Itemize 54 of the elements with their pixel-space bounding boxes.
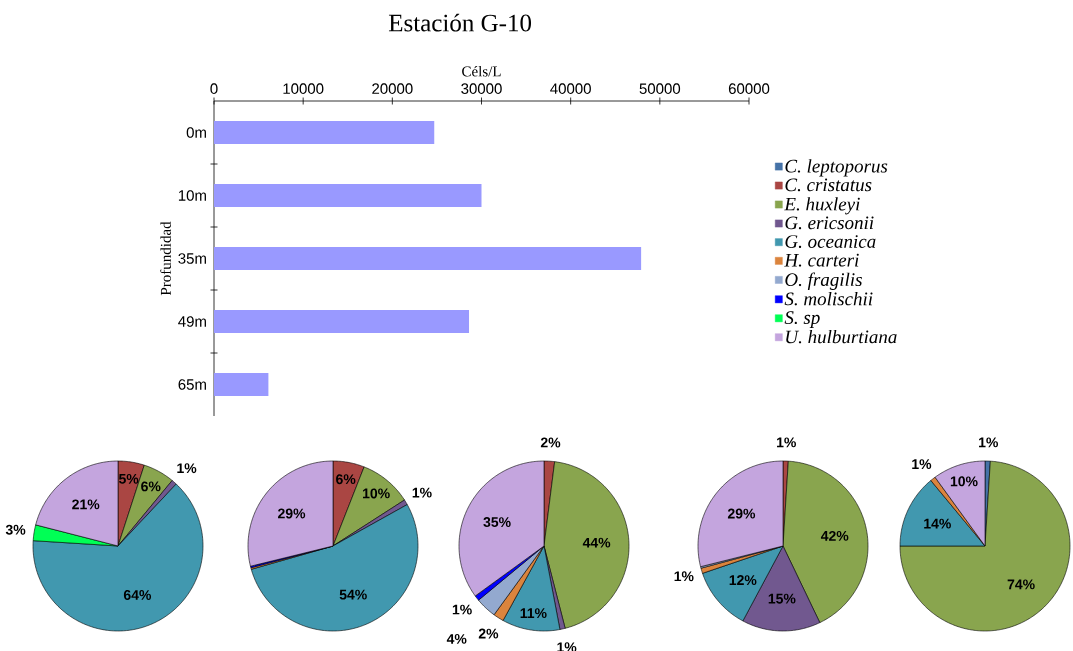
data-label: 5% — [118, 473, 139, 484]
x-axis-title: Céls/L — [462, 65, 501, 77]
data-label: 54% — [339, 589, 367, 600]
y-tick-label: 65m — [178, 379, 206, 390]
y-tick-label: 0m — [186, 127, 206, 138]
y-tick-label: 35m — [178, 253, 206, 264]
y-axis-title: Profundidad — [160, 221, 171, 296]
legend-label: C. cristatus — [785, 178, 872, 192]
legend-label: O. fragilis — [785, 272, 862, 290]
data-label: 1% — [452, 604, 472, 615]
data-label: 29% — [727, 508, 756, 519]
legend-label: S. molischii — [784, 291, 873, 306]
data-label: 3% — [5, 524, 26, 535]
data-label: 15% — [768, 593, 796, 604]
data-label: 64% — [123, 590, 152, 600]
data-label: 10% — [363, 488, 390, 499]
data-label: 14% — [924, 518, 951, 529]
x-tick-label: 40000 — [550, 83, 591, 94]
legend-label: G. oceanica — [785, 235, 876, 248]
legend-label: G. ericsonii — [785, 216, 874, 230]
legend-label: S. sp — [784, 311, 820, 328]
data-label: 29% — [278, 508, 306, 519]
data-label: 2% — [478, 628, 499, 639]
data-label: 1% — [912, 459, 932, 469]
data-label: 6% — [141, 481, 161, 492]
y-tick-label: 49m — [178, 316, 206, 327]
data-label: 44% — [582, 537, 611, 548]
data-label: 1% — [412, 487, 432, 498]
data-label: 11% — [520, 608, 547, 619]
chart-title: Estación G-10 — [388, 13, 532, 32]
data-label: 6% — [336, 474, 356, 485]
x-tick-label: 20000 — [372, 83, 413, 94]
data-label: 1% — [674, 571, 694, 582]
data-label: 1% — [177, 463, 197, 474]
legend-label: H. carteri — [784, 253, 859, 267]
data-label: 42% — [820, 530, 849, 541]
data-label: 4% — [446, 634, 467, 644]
data-label: 74% — [1007, 579, 1035, 590]
data-label: 12% — [729, 575, 757, 586]
x-tick-label: 60000 — [728, 83, 770, 94]
x-tick-label: 30000 — [461, 83, 502, 94]
data-label: 1% — [777, 437, 796, 448]
data-label: 21% — [72, 499, 100, 510]
x-tick-label: 50000 — [639, 83, 681, 94]
data-label: 10% — [950, 476, 978, 487]
y-tick-label: 10m — [178, 190, 206, 201]
x-tick-label: 0 — [210, 83, 218, 94]
data-label: 35% — [483, 517, 511, 528]
data-label: 1% — [979, 437, 999, 448]
legend-label: E. huxleyi — [784, 197, 860, 215]
x-tick-label: 10000 — [283, 83, 324, 94]
legend-label: U. hulburtiana — [786, 329, 897, 344]
legend-label: C. leptoporus — [785, 159, 888, 177]
data-label: 2% — [540, 437, 561, 448]
